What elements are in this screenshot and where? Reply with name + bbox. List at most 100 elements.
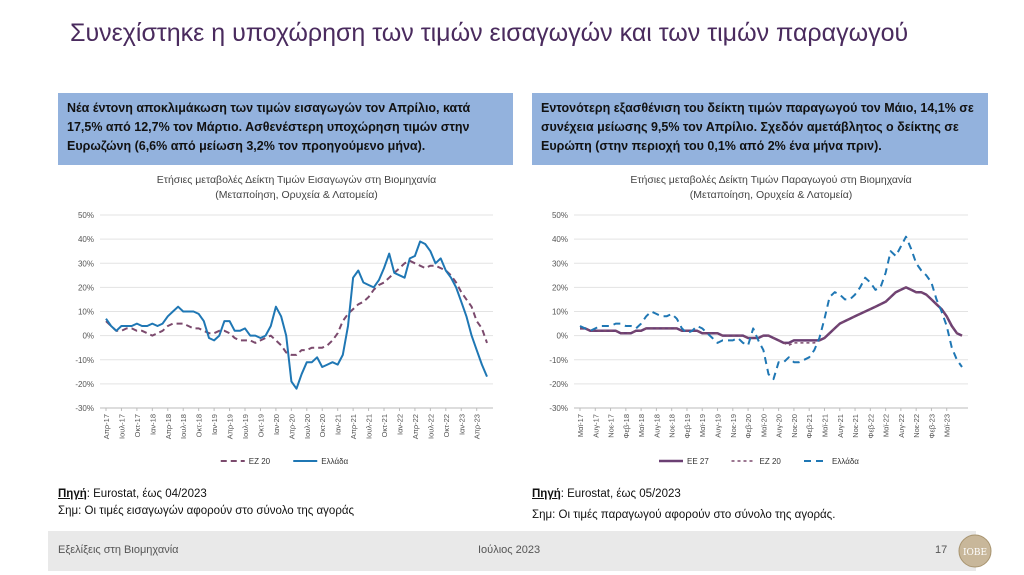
footer-section: Εξελίξεις στη Βιομηχανία xyxy=(58,544,179,556)
x-tick-label: Ιουλ-20 xyxy=(303,414,312,439)
producer-prices-chart-svg: Ετήσιες μεταβολές Δείκτη Τιμών Παραγωγού… xyxy=(549,174,968,466)
x-tick-label: Νοε-21 xyxy=(851,414,860,438)
y-tick-label: 0% xyxy=(82,332,94,341)
x-tick-label: Απρ-21 xyxy=(349,414,358,439)
y-tick-label: -10% xyxy=(75,356,94,365)
y-tick-label: 50% xyxy=(552,211,568,220)
x-tick-label: Αυγ-21 xyxy=(836,414,845,438)
x-tick-label: Οκτ-21 xyxy=(380,414,389,437)
x-tick-label: Μαϊ-22 xyxy=(882,414,891,437)
page-number: 17 xyxy=(935,544,948,556)
producer-prices-chart: Ετήσιες μεταβολές Δείκτη Τιμών Παραγωγού… xyxy=(532,165,988,475)
page-title: Συνεχίστηκε η υποχώρηση των τιμών εισαγω… xyxy=(70,19,909,47)
x-tick-label: Οκτ-19 xyxy=(256,414,265,437)
x-tick-label: Απρ-19 xyxy=(226,414,235,439)
source-right-label: Πηγή xyxy=(532,488,561,500)
x-tick-label: Απρ-22 xyxy=(411,414,420,439)
y-tick-label: 10% xyxy=(552,308,568,317)
x-tick-label: Μαϊ-17 xyxy=(576,414,585,437)
x-tick-label: Ιουλ-22 xyxy=(426,414,435,439)
x-tick-label: Φεβ-20 xyxy=(744,414,753,438)
x-tick-label: Απρ-23 xyxy=(473,414,482,439)
chart-title: Ετήσιες μεταβολές Δείκτη Τιμών Παραγωγού… xyxy=(630,174,911,186)
note-left: Σημ: Οι τιμές εισαγωγών αφορούν στο σύνο… xyxy=(58,505,355,517)
source-right-text: : Eurostat, έως 05/2023 xyxy=(560,488,681,500)
legend-label: Ελλάδα xyxy=(832,457,859,466)
x-tick-label: Οκτ-17 xyxy=(133,414,142,437)
callout-import-prices: Νέα έντονη αποκλιμάκωση των τιμών εισαγω… xyxy=(58,93,513,165)
chart-subtitle: (Μεταποίηση, Ορυχεία & Λατομεία) xyxy=(215,189,378,201)
legend-label: ΕΖ 20 xyxy=(249,457,271,466)
x-tick-label: Αυγ-22 xyxy=(897,414,906,438)
x-tick-label: Οκτ-18 xyxy=(195,414,204,437)
source-left-text: : Eurostat, έως 04/2023 xyxy=(86,488,207,500)
legend-label: ΕΖ 20 xyxy=(760,457,782,466)
source-left-label: Πηγή xyxy=(58,488,87,500)
x-tick-label: Αυγ-18 xyxy=(652,414,661,438)
y-tick-label: -20% xyxy=(75,380,94,389)
series-line-1 xyxy=(105,259,488,356)
legend-label: ΕΕ 27 xyxy=(687,457,709,466)
chart-subtitle: (Μεταποίηση, Ορυχεία & Λατομεία) xyxy=(690,189,853,201)
x-tick-label: Ιαν-21 xyxy=(334,414,343,435)
y-tick-label: 30% xyxy=(552,259,568,268)
y-tick-label: -30% xyxy=(75,404,94,413)
x-tick-label: Νοε-19 xyxy=(729,414,738,438)
y-tick-label: 40% xyxy=(78,235,94,244)
y-tick-label: 50% xyxy=(78,211,94,220)
y-tick-label: -10% xyxy=(549,356,568,365)
y-tick-label: 30% xyxy=(78,259,94,268)
x-tick-label: Μαϊ-20 xyxy=(759,414,768,437)
import-prices-chart: Ετήσιες μεταβολές Δείκτη Τιμών Εισαγωγών… xyxy=(58,165,513,475)
y-tick-label: 20% xyxy=(78,283,94,292)
x-tick-label: Ιουλ-19 xyxy=(241,414,250,439)
x-tick-label: Απρ-18 xyxy=(164,414,173,439)
y-tick-label: 0% xyxy=(556,332,568,341)
y-tick-label: 40% xyxy=(552,235,568,244)
iobe-logo: ΙΟΒΕ xyxy=(958,534,992,568)
x-tick-label: Ιουλ-18 xyxy=(179,414,188,439)
source-right: Πηγή: Eurostat, έως 05/2023 xyxy=(532,488,681,500)
x-tick-label: Μαϊ-18 xyxy=(637,414,646,437)
series-line-2 xyxy=(105,240,488,390)
x-tick-label: Μαϊ-21 xyxy=(820,414,829,437)
source-left: Πηγή: Eurostat, έως 04/2023 xyxy=(58,488,207,500)
logo-text: ΙΟΒΕ xyxy=(963,548,987,558)
legend-label: Ελλάδα xyxy=(321,457,348,466)
y-tick-label: -30% xyxy=(549,404,568,413)
x-tick-label: Ιαν-22 xyxy=(395,414,404,435)
series-line-3 xyxy=(579,235,963,381)
x-tick-label: Ιαν-19 xyxy=(210,414,219,435)
y-tick-label: 20% xyxy=(552,283,568,292)
x-tick-label: Ιαν-18 xyxy=(148,414,157,435)
x-tick-label: Φεβ-23 xyxy=(927,414,936,438)
import-prices-chart-svg: Ετήσιες μεταβολές Δείκτη Τιμών Εισαγωγών… xyxy=(75,174,493,466)
x-tick-label: Νοε-22 xyxy=(912,414,921,438)
x-tick-label: Ιουλ-21 xyxy=(365,414,374,439)
x-tick-label: Νοε-17 xyxy=(607,414,616,438)
x-tick-label: Νοε-20 xyxy=(790,414,799,438)
series-line-1 xyxy=(580,286,963,345)
x-tick-label: Ιαν-20 xyxy=(272,414,281,435)
x-tick-label: Μαϊ-23 xyxy=(943,414,952,437)
x-tick-label: Αυγ-20 xyxy=(775,414,784,438)
footer-date: Ιούλιος 2023 xyxy=(478,544,541,556)
x-tick-label: Φεβ-19 xyxy=(683,414,692,438)
callout-producer-prices: Εντονότερη εξασθένιση του δείκτη τιμών π… xyxy=(532,93,988,165)
x-tick-label: Μαϊ-19 xyxy=(698,414,707,437)
x-tick-label: Οκτ-20 xyxy=(318,414,327,437)
y-tick-label: -20% xyxy=(549,380,568,389)
x-tick-label: Φεβ-22 xyxy=(866,414,875,438)
x-tick-label: Αυγ-17 xyxy=(591,414,600,438)
x-tick-label: Ιουλ-17 xyxy=(117,414,126,439)
x-tick-label: Φεβ-21 xyxy=(805,414,814,438)
x-tick-label: Οκτ-22 xyxy=(442,414,451,437)
x-tick-label: Ιαν-23 xyxy=(457,414,466,435)
x-tick-label: Φεβ-18 xyxy=(622,414,631,438)
x-tick-label: Απρ-20 xyxy=(287,414,296,439)
x-tick-label: Αυγ-19 xyxy=(714,414,723,438)
chart-title: Ετήσιες μεταβολές Δείκτη Τιμών Εισαγωγών… xyxy=(157,174,436,186)
x-tick-label: Απρ-17 xyxy=(102,414,111,439)
x-tick-label: Νοε-18 xyxy=(668,414,677,438)
y-tick-label: 10% xyxy=(78,308,94,317)
